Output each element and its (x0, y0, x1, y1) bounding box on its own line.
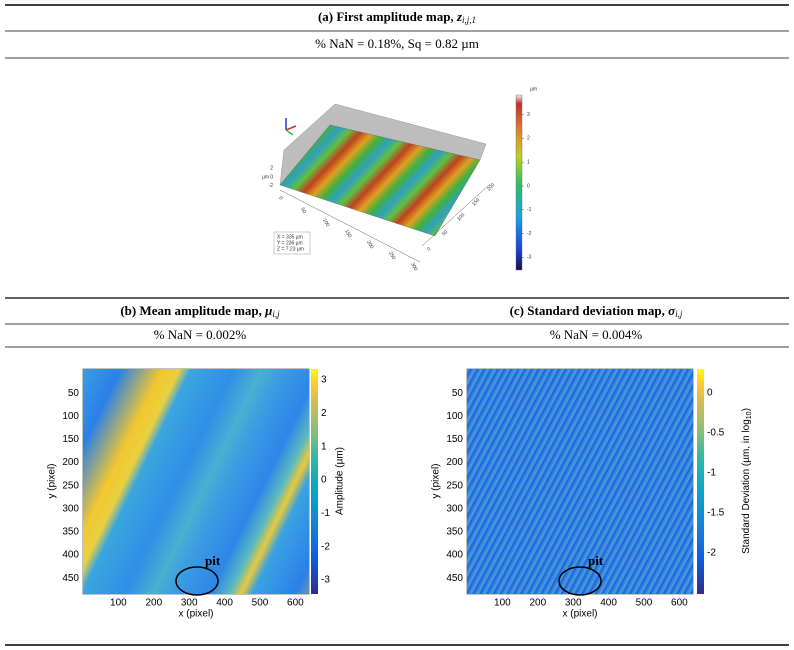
x-tick-label: 200 (529, 598, 546, 609)
x-tick-label: 150 (343, 229, 352, 239)
x-tick-label: 50 (299, 207, 307, 215)
x-tick-label: 250 (387, 251, 396, 261)
colorbar (311, 369, 318, 594)
x-tick-label: 300 (181, 598, 198, 609)
y-tick-label: 250 (446, 480, 463, 491)
x-tick-label: 300 (409, 262, 418, 272)
colorbar (697, 369, 704, 594)
pit-marker (558, 566, 602, 596)
colorbar-label: Amplitude (µm) (335, 447, 346, 515)
y-tick-label: 300 (62, 503, 79, 514)
y-tick-label: 150 (62, 434, 79, 445)
colorbar-tick-label: -1.5 (707, 508, 725, 519)
x-tick-label: 400 (600, 598, 617, 609)
colorbar-tick-label: -1 (707, 468, 716, 479)
y-tick-label: 300 (446, 503, 463, 514)
y-tick-label: 150 (446, 434, 463, 445)
annotation: pit (205, 553, 221, 568)
y-tick-label: 400 (446, 550, 463, 561)
y-tick-label: 150 (471, 197, 481, 207)
colorbar-unit: µm (530, 86, 537, 92)
x-tick-label: 500 (636, 598, 653, 609)
heatmap-image (467, 369, 693, 594)
x-tick-label: 600 (671, 598, 688, 609)
axis-unit: µm (262, 174, 269, 180)
y-tick-label: 200 (446, 457, 463, 468)
colorbar-tick-label: -3 (321, 575, 330, 586)
colorbar-tick-label: -2 (707, 548, 716, 559)
y-tick-label: 100 (456, 212, 466, 222)
y-tick-label: 100 (62, 411, 79, 422)
surface-3d (273, 94, 523, 271)
x-axis-label: x (pixel) (562, 609, 597, 620)
x-tick-label: 500 (252, 598, 269, 609)
y-tick-label: 250 (62, 480, 79, 491)
pit-marker (175, 566, 219, 596)
colorbar-tick-label: 3 (527, 112, 530, 118)
z-tick-label: -2 (269, 183, 274, 189)
cursor-info: Z = 7.23 µm (277, 246, 304, 252)
panel-stats: % NaN = 0.18%, Sq = 0.82 µm (315, 36, 479, 51)
heatmap-image (83, 369, 309, 594)
colorbar-tick-label: 1 (527, 160, 530, 166)
y-axis-label: y (pixel) (47, 463, 58, 498)
y-tick-label: 350 (62, 527, 79, 538)
panel-title: (b) Mean amplitude map, μi,j (120, 303, 280, 319)
x-axis-label: x (pixel) (178, 609, 213, 620)
x-tick-label: 300 (565, 598, 582, 609)
y-tick-label: 400 (62, 550, 79, 561)
colorbar-tick-label: 1 (321, 441, 327, 452)
y-tick-label: 50 (452, 388, 464, 399)
x-tick-label: 200 (365, 240, 374, 250)
y-tick-label: 200 (62, 457, 79, 468)
colorbar-tick-label: -0.5 (707, 428, 725, 439)
colorbar-label: Standard Deviation (µm, in log10) (741, 408, 753, 554)
panel-stats: % NaN = 0.002% (154, 327, 247, 342)
y-tick-label: 100 (446, 411, 463, 422)
colorbar-tick-label: 0 (527, 183, 530, 189)
y-tick-label: 450 (446, 573, 463, 584)
colorbar-tick-label: -2 (527, 231, 532, 237)
y-tick-label: 200 (486, 182, 496, 192)
y-tick-label: 450 (62, 573, 79, 584)
y-tick-label: 50 (68, 388, 80, 399)
x-tick-label: 100 (321, 218, 330, 228)
panel-stats: % NaN = 0.004% (550, 327, 643, 342)
z-tick-label: 2 (270, 166, 273, 172)
cursor-info: X = 335 µm (277, 234, 303, 240)
colorbar-tick-label: -1 (321, 508, 330, 519)
y-tick-label: 0 (426, 246, 432, 252)
x-tick-label: 100 (494, 598, 511, 609)
x-tick-label: 100 (110, 598, 127, 609)
table-rules (5, 4, 789, 646)
cursor-info: Y = 236 µm (277, 240, 303, 246)
colorbar-tick-label: -3 (527, 255, 532, 261)
colorbar-tick-label: 2 (527, 136, 530, 142)
x-tick-label: 200 (145, 598, 162, 609)
colorbar-tick-label: -2 (321, 541, 330, 552)
colorbar-tick-label: 0 (321, 475, 327, 486)
x-tick-label: 400 (216, 598, 233, 609)
annotation: pit (588, 553, 604, 568)
colorbar-tick-label: 0 (707, 388, 713, 399)
colorbar-tick-label: -1 (527, 207, 532, 213)
panel-title: (a) First amplitude map, zi,j,1 (318, 9, 476, 25)
y-axis-label: y (pixel) (431, 463, 442, 498)
y-tick-label: 350 (446, 527, 463, 538)
z-tick-label: 0 (270, 174, 273, 180)
colorbar-tick-label: 2 (321, 408, 327, 419)
panel-title: (c) Standard deviation map, σi,j (510, 303, 683, 319)
x-tick-label: 600 (287, 598, 304, 609)
y-tick-label: 50 (441, 229, 449, 237)
x-tick-label: 0 (277, 196, 284, 202)
colorbar-tick-label: 3 (321, 375, 327, 386)
